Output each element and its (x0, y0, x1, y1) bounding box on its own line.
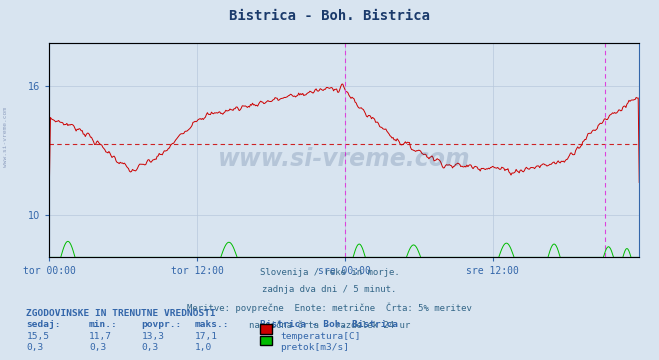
Text: Meritve: povprečne  Enote: metrične  Črta: 5% meritev: Meritve: povprečne Enote: metrične Črta:… (187, 303, 472, 313)
Text: sedaj:: sedaj: (26, 320, 61, 329)
Text: maks.:: maks.: (194, 320, 229, 329)
Text: navpična črta - razdelek 24 ur: navpična črta - razdelek 24 ur (249, 320, 410, 329)
Text: pretok[m3/s]: pretok[m3/s] (280, 343, 349, 352)
Text: 0,3: 0,3 (26, 343, 43, 352)
Text: Bistrica - Boh. Bistrica: Bistrica - Boh. Bistrica (260, 320, 398, 329)
Text: 13,3: 13,3 (142, 332, 165, 341)
Text: 17,1: 17,1 (194, 332, 217, 341)
Text: 0,3: 0,3 (142, 343, 159, 352)
Text: povpr.:: povpr.: (142, 320, 182, 329)
Text: min.:: min.: (89, 320, 118, 329)
Text: www.si-vreme.com: www.si-vreme.com (3, 107, 8, 167)
Text: www.si-vreme.com: www.si-vreme.com (218, 147, 471, 171)
Text: zadnja dva dni / 5 minut.: zadnja dva dni / 5 minut. (262, 285, 397, 294)
Text: 15,5: 15,5 (26, 332, 49, 341)
Text: 1,0: 1,0 (194, 343, 212, 352)
Text: temperatura[C]: temperatura[C] (280, 332, 360, 341)
Text: ZGODOVINSKE IN TRENUTNE VREDNOSTI: ZGODOVINSKE IN TRENUTNE VREDNOSTI (26, 309, 216, 318)
Text: Bistrica - Boh. Bistrica: Bistrica - Boh. Bistrica (229, 9, 430, 23)
Text: 0,3: 0,3 (89, 343, 106, 352)
Text: Slovenija / reke in morje.: Slovenija / reke in morje. (260, 268, 399, 277)
Text: 11,7: 11,7 (89, 332, 112, 341)
